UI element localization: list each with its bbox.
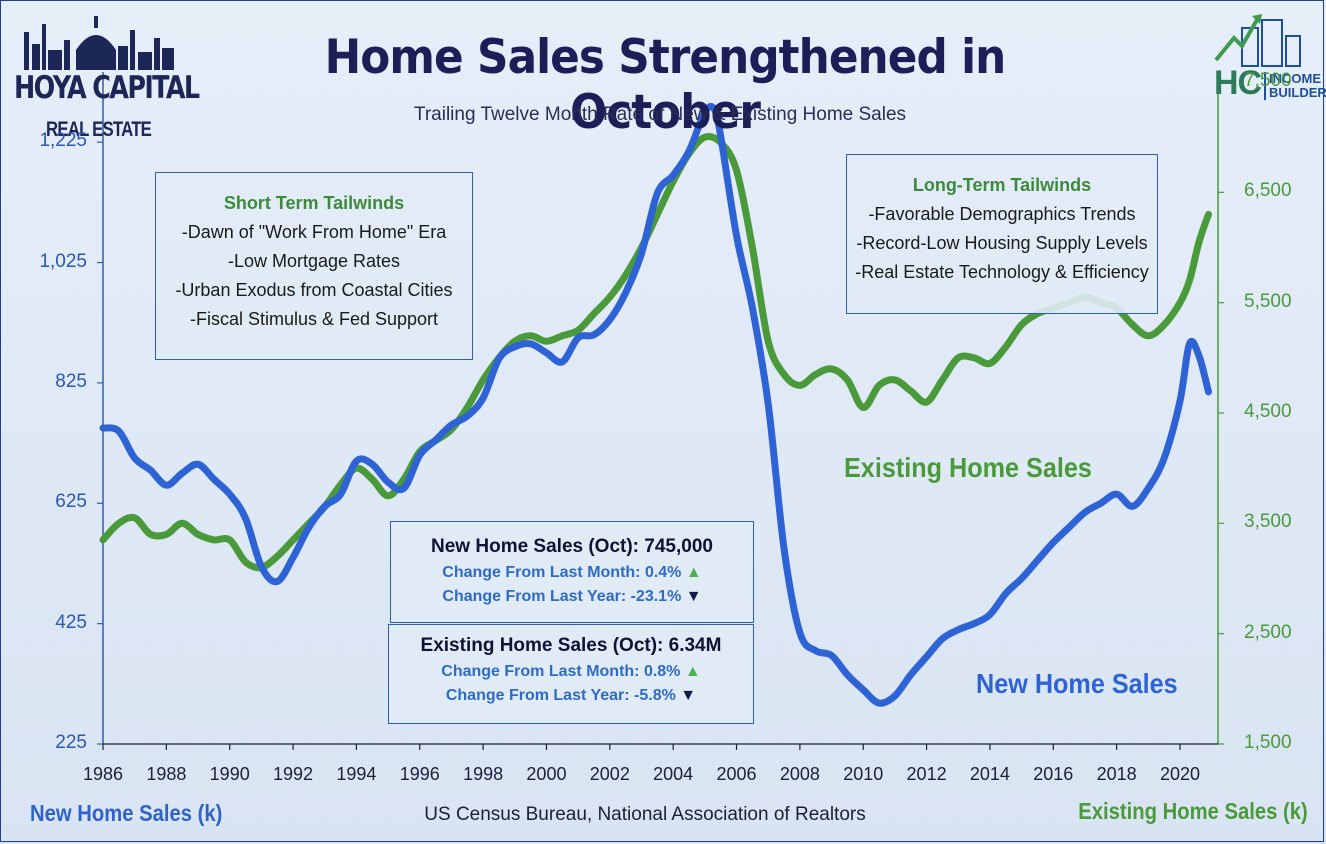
source-note: US Census Bureau, National Association o… <box>424 804 866 825</box>
new-home-year-text: Change From Last Year: -23.1% <box>442 588 682 605</box>
right-tick-label: 1,500 <box>1244 732 1292 753</box>
up-arrow-icon: ▲ <box>685 564 702 581</box>
long-term-heading: Long-Term Tailwinds <box>912 175 1092 195</box>
x-tick-label: 1986 <box>82 764 124 784</box>
logo-line-2: REAL ESTATE <box>46 118 152 141</box>
x-tick-label: 2010 <box>843 764 884 784</box>
income-text: INCOME <box>1269 71 1321 86</box>
left-tick-label: 225 <box>55 732 87 753</box>
new-home-sales-line <box>99 102 1212 707</box>
down-arrow-icon: ▼ <box>685 588 702 605</box>
x-tick-label: 2002 <box>589 764 630 784</box>
existing-home-stats-heading: Existing Home Sales (Oct): 6.34M <box>420 635 722 656</box>
new-home-month-change: Change From Last Month: 0.4% ▲ <box>391 564 753 582</box>
skyline-icon <box>24 16 174 70</box>
down-arrow-icon: ▼ <box>680 687 697 704</box>
short-term-item: -Fiscal Stimulus & Fed Support <box>189 309 439 329</box>
existing-home-month-change: Change From Last Month: 0.8% ▲ <box>389 663 753 681</box>
builder-text: BUILDER <box>1269 85 1326 100</box>
left-tick-label: 425 <box>55 611 87 633</box>
existing-home-month-text: Change From Last Month: 0.8% <box>441 663 681 680</box>
right-tick-label: 5,500 <box>1244 290 1292 312</box>
long-term-item: -Favorable Demographics Trends <box>868 204 1136 224</box>
x-tick-label: 1988 <box>146 764 187 784</box>
long-term-item: -Real Estate Technology & Efficiency <box>855 262 1149 282</box>
left-tick-label: 625 <box>55 491 87 513</box>
logo-line-1: HOYA CAPITAL <box>14 70 200 106</box>
x-tick-label: 2000 <box>526 764 567 784</box>
right-axis-label: Existing Home Sales (k) <box>1078 798 1308 824</box>
right-tick-label: 2,500 <box>1244 621 1292 643</box>
x-tick-label: 2008 <box>779 764 820 784</box>
long-term-tailwinds-box: Long-Term Tailwinds -Favorable Demograph… <box>846 154 1158 314</box>
new-home-year-change: Change From Last Year: -23.1% ▼ <box>391 588 753 606</box>
right-tick-label: 7,500 <box>1244 70 1292 91</box>
x-tick-label: 2012 <box>906 764 947 784</box>
new-home-stats-heading: New Home Sales (Oct): 745,000 <box>431 536 713 557</box>
left-tick-label: 825 <box>55 370 87 392</box>
buildings-icon <box>1214 14 1301 67</box>
right-tick-label: 3,500 <box>1244 511 1292 533</box>
left-tick-label: 1,025 <box>39 250 87 272</box>
short-term-item: -Dawn of "Work From Home" Era <box>181 222 447 242</box>
x-tick-label: 2016 <box>1033 764 1074 784</box>
x-tick-label: 1992 <box>273 764 314 784</box>
left-tick-label: 1,225 <box>39 130 87 152</box>
new-home-month-text: Change From Last Month: 0.4% <box>442 564 682 581</box>
right-tick-label: 6,500 <box>1244 180 1292 202</box>
income-builder-logo: HC INCOME BUILDER <box>1208 8 1326 108</box>
left-axis-label: New Home Sales (k) <box>30 800 223 826</box>
x-tick-label: 2014 <box>969 764 1010 784</box>
right-tick-label: 4,500 <box>1244 401 1292 422</box>
income-builder-text: INCOME BUILDER <box>1264 72 1326 100</box>
x-tick-label: 1990 <box>209 764 250 784</box>
hoya-capital-logo: HOYA CAPITAL REAL ESTATE <box>14 10 200 145</box>
x-tick-label: 2020 <box>1159 764 1200 784</box>
x-tick-label: 2006 <box>716 764 757 784</box>
existing-home-sales-label: Existing Home Sales <box>844 452 1092 483</box>
x-tick-label: 1996 <box>399 764 440 784</box>
x-tick-label: 1994 <box>336 764 377 784</box>
short-term-item: -Urban Exodus from Coastal Cities <box>175 280 453 300</box>
up-arrow-icon: ▲ <box>684 663 701 680</box>
short-term-heading: Short Term Tailwinds <box>223 193 405 213</box>
existing-home-year-change: Change From Last Year: -5.8% ▼ <box>389 687 753 705</box>
x-tick-label: 1998 <box>463 764 504 784</box>
existing-home-stats-box: Existing Home Sales (Oct): 6.34M Change … <box>388 624 754 724</box>
short-term-tailwinds-box: Short Term Tailwinds -Dawn of "Work From… <box>155 172 473 360</box>
chart-subtitle: Trailing Twelve Month Rate of New & Exis… <box>413 104 907 125</box>
new-home-stats-box: New Home Sales (Oct): 745,000 Change Fro… <box>390 521 754 623</box>
x-tick-label: 2004 <box>653 764 694 784</box>
hc-mark: HC <box>1214 64 1262 102</box>
short-term-item: -Low Mortgage Rates <box>227 251 401 271</box>
existing-home-year-text: Change From Last Year: -5.8% <box>445 687 676 704</box>
chart-title: Home Sales Strengthened in October <box>324 30 1007 140</box>
long-term-item: -Record-Low Housing Supply Levels <box>856 233 1148 253</box>
new-home-sales-label: New Home Sales <box>976 668 1178 699</box>
x-tick-label: 2018 <box>1096 764 1137 784</box>
